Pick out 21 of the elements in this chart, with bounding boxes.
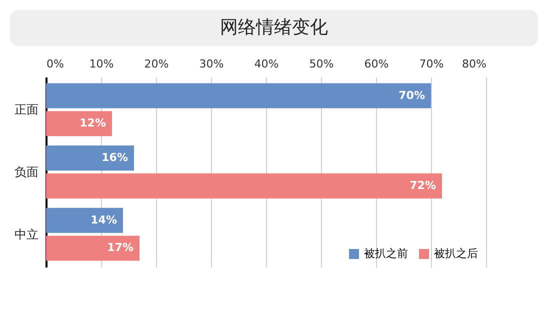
data-label: 14%	[90, 213, 117, 226]
chart-title: 网络情绪变化	[10, 10, 538, 46]
x-tick-label: 70%	[419, 58, 444, 70]
y-tick-label: 负面	[14, 165, 38, 179]
y-tick-label: 中立	[14, 227, 38, 242]
data-label: 72%	[410, 178, 436, 192]
x-tick-label: 80%	[462, 58, 486, 70]
x-tick-label: 20%	[144, 58, 169, 70]
data-label: 70%	[398, 88, 425, 102]
x-tick-label: 10%	[89, 58, 114, 70]
x-tick-label: 0%	[46, 58, 64, 70]
x-tick-label: 60%	[364, 58, 389, 70]
x-tick-label: 50%	[309, 58, 334, 70]
x-tick-label: 40%	[254, 58, 279, 70]
data-label: 17%	[107, 241, 134, 254]
data-label: 12%	[80, 116, 106, 130]
x-tick-label: 30%	[199, 58, 224, 70]
data-label: 16%	[102, 151, 128, 164]
legend-label: 被扒之后	[434, 247, 478, 260]
y-tick-label: 正面	[14, 102, 38, 117]
legend-label: 被扒之前	[364, 247, 408, 260]
